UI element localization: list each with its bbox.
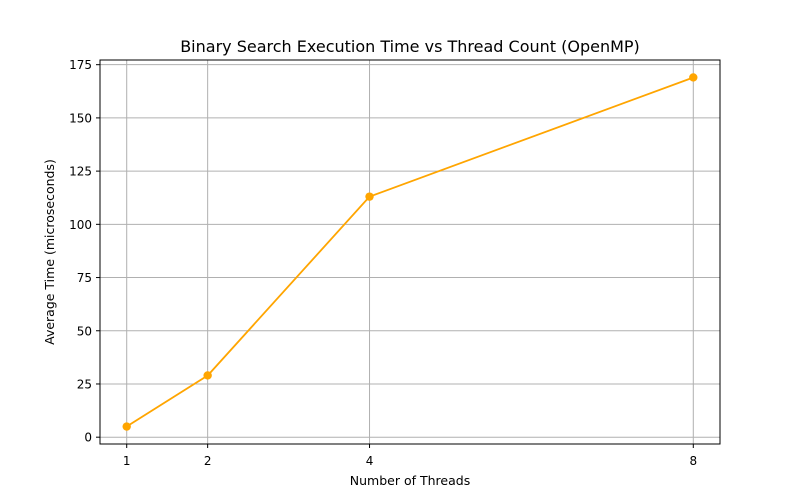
x-tick-label: 4 [366, 454, 374, 468]
y-tick-label: 0 [84, 431, 92, 445]
x-axis: 1 2 4 8 [123, 444, 697, 468]
x-axis-label: Number of Threads [350, 473, 470, 488]
x-tick-label: 2 [204, 454, 212, 468]
y-tick-label: 125 [69, 165, 92, 179]
grid-lines [100, 60, 720, 444]
series-layer [122, 73, 698, 431]
chart-title: Binary Search Execution Time vs Thread C… [180, 37, 640, 56]
series-line [126, 76, 694, 428]
y-tick-label: 150 [69, 111, 92, 125]
x-tick-label: 1 [123, 454, 131, 468]
data-point [689, 73, 698, 82]
plot-frame [99, 59, 721, 445]
data-point [365, 192, 374, 201]
y-tick-label: 100 [69, 218, 92, 232]
y-tick-label: 175 [69, 58, 92, 72]
y-tick-label: 25 [77, 377, 92, 391]
y-tick-label: 75 [77, 271, 92, 285]
data-point [203, 371, 212, 380]
x-tick-label: 8 [689, 454, 697, 468]
y-axis-label: Average Time (microseconds) [42, 159, 57, 345]
data-point [122, 422, 131, 431]
y-tick-label: 50 [77, 324, 92, 338]
y-axis: 0 25 50 75 100 125 150 175 [69, 58, 100, 445]
